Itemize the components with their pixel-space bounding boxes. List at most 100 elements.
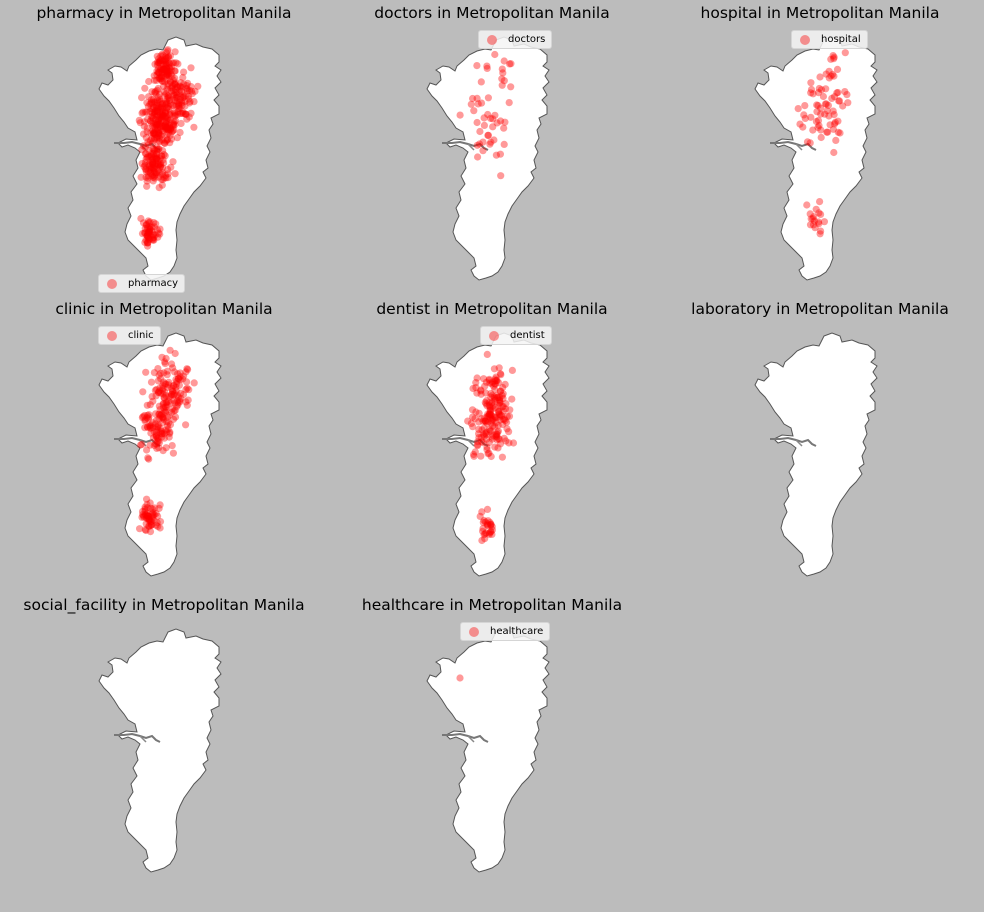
facility-marker [165, 52, 173, 61]
facility-marker [488, 435, 496, 443]
facility-marker [156, 57, 164, 65]
river-line [770, 436, 817, 447]
facility-marker [156, 424, 164, 432]
facility-marker [172, 94, 180, 102]
facility-marker [506, 406, 514, 414]
facility-marker [160, 112, 168, 121]
facility-marker [136, 119, 144, 127]
facility-marker [484, 131, 492, 139]
facility-marker [485, 376, 493, 384]
facility-marker [160, 65, 168, 73]
facility-marker [498, 81, 506, 89]
facility-marker [187, 83, 195, 91]
facility-marker [144, 512, 152, 520]
facility-marker [168, 59, 176, 67]
facility-marker [167, 84, 175, 92]
facility-marker [156, 113, 164, 121]
facility-marker [157, 369, 165, 377]
facility-marker [829, 107, 837, 115]
facility-marker [171, 399, 179, 407]
facility-marker [473, 94, 481, 102]
facility-marker [834, 117, 842, 125]
facility-marker [506, 60, 514, 68]
facility-marker [151, 147, 159, 155]
facility-marker [164, 397, 172, 405]
facility-marker [168, 84, 176, 92]
facility-marker [147, 429, 155, 437]
facility-marker [475, 140, 484, 148]
facility-marker [492, 414, 500, 422]
facility-marker [145, 228, 153, 236]
facility-marker [830, 111, 838, 119]
facility-marker [152, 112, 160, 121]
facility-marker [170, 407, 178, 415]
facility-marker [168, 442, 176, 450]
map-panel-pharmacy: pharmacy in Metropolitan Manila pharmacy [0, 0, 328, 296]
metro-manila-map [426, 628, 550, 873]
facility-marker [484, 521, 492, 529]
facility-marker [144, 217, 152, 225]
facility-marker [178, 83, 186, 91]
facility-marker [163, 418, 171, 426]
facility-marker [166, 77, 174, 85]
facility-marker [491, 375, 499, 383]
facility-marker [486, 519, 494, 527]
facility-marker [162, 100, 170, 108]
facility-marker [149, 513, 157, 521]
facility-marker [182, 421, 190, 429]
facility-marker [816, 198, 824, 206]
facility-marker [830, 93, 839, 101]
facility-marker [173, 377, 181, 385]
facility-marker [154, 116, 162, 124]
facility-marker [479, 527, 487, 535]
facility-marker [505, 439, 513, 447]
facility-marker [169, 122, 178, 130]
facility-marker [833, 65, 842, 73]
facility-marker [164, 92, 172, 100]
facility-marker [155, 55, 163, 63]
facility-marker [160, 415, 168, 424]
facility-marker [143, 414, 151, 422]
facility-marker [158, 66, 166, 74]
facility-marker [142, 168, 150, 176]
facility-marker [150, 510, 158, 519]
facility-marker [160, 394, 169, 402]
facility-marker [480, 114, 488, 122]
facility-marker [493, 119, 501, 127]
facility-marker [151, 174, 159, 182]
facility-marker [153, 134, 161, 142]
facility-marker [488, 523, 496, 531]
facility-marker [153, 423, 161, 431]
facility-marker [505, 99, 513, 107]
facility-marker [499, 407, 507, 415]
facility-marker [824, 101, 832, 109]
facility-marker [155, 69, 163, 77]
facility-marker [493, 428, 501, 436]
panel-title: social_facility in Metropolitan Manila [23, 596, 305, 614]
facility-marker [154, 365, 162, 373]
facility-marker [163, 76, 171, 84]
facility-marker [156, 74, 164, 82]
facility-marker [177, 79, 185, 87]
facility-marker [156, 524, 164, 532]
facility-marker [154, 161, 162, 170]
facility-marker [163, 85, 171, 93]
facility-marker [807, 89, 815, 97]
facility-marker [150, 111, 158, 119]
facility-marker [834, 88, 842, 97]
facility-marker [485, 375, 493, 383]
river-line [442, 436, 489, 447]
facility-marker [162, 123, 170, 131]
facility-marker [138, 507, 147, 516]
facility-marker [180, 372, 188, 380]
facility-marker [162, 171, 170, 179]
facility-marker [143, 238, 151, 246]
facility-marker [486, 410, 494, 418]
facility-marker [145, 455, 153, 463]
facility-marker [164, 165, 172, 174]
facility-marker [156, 406, 164, 414]
facility-marker [185, 113, 193, 121]
facility-marker [822, 85, 830, 93]
facility-marker [493, 436, 501, 444]
facility-marker [483, 64, 491, 72]
